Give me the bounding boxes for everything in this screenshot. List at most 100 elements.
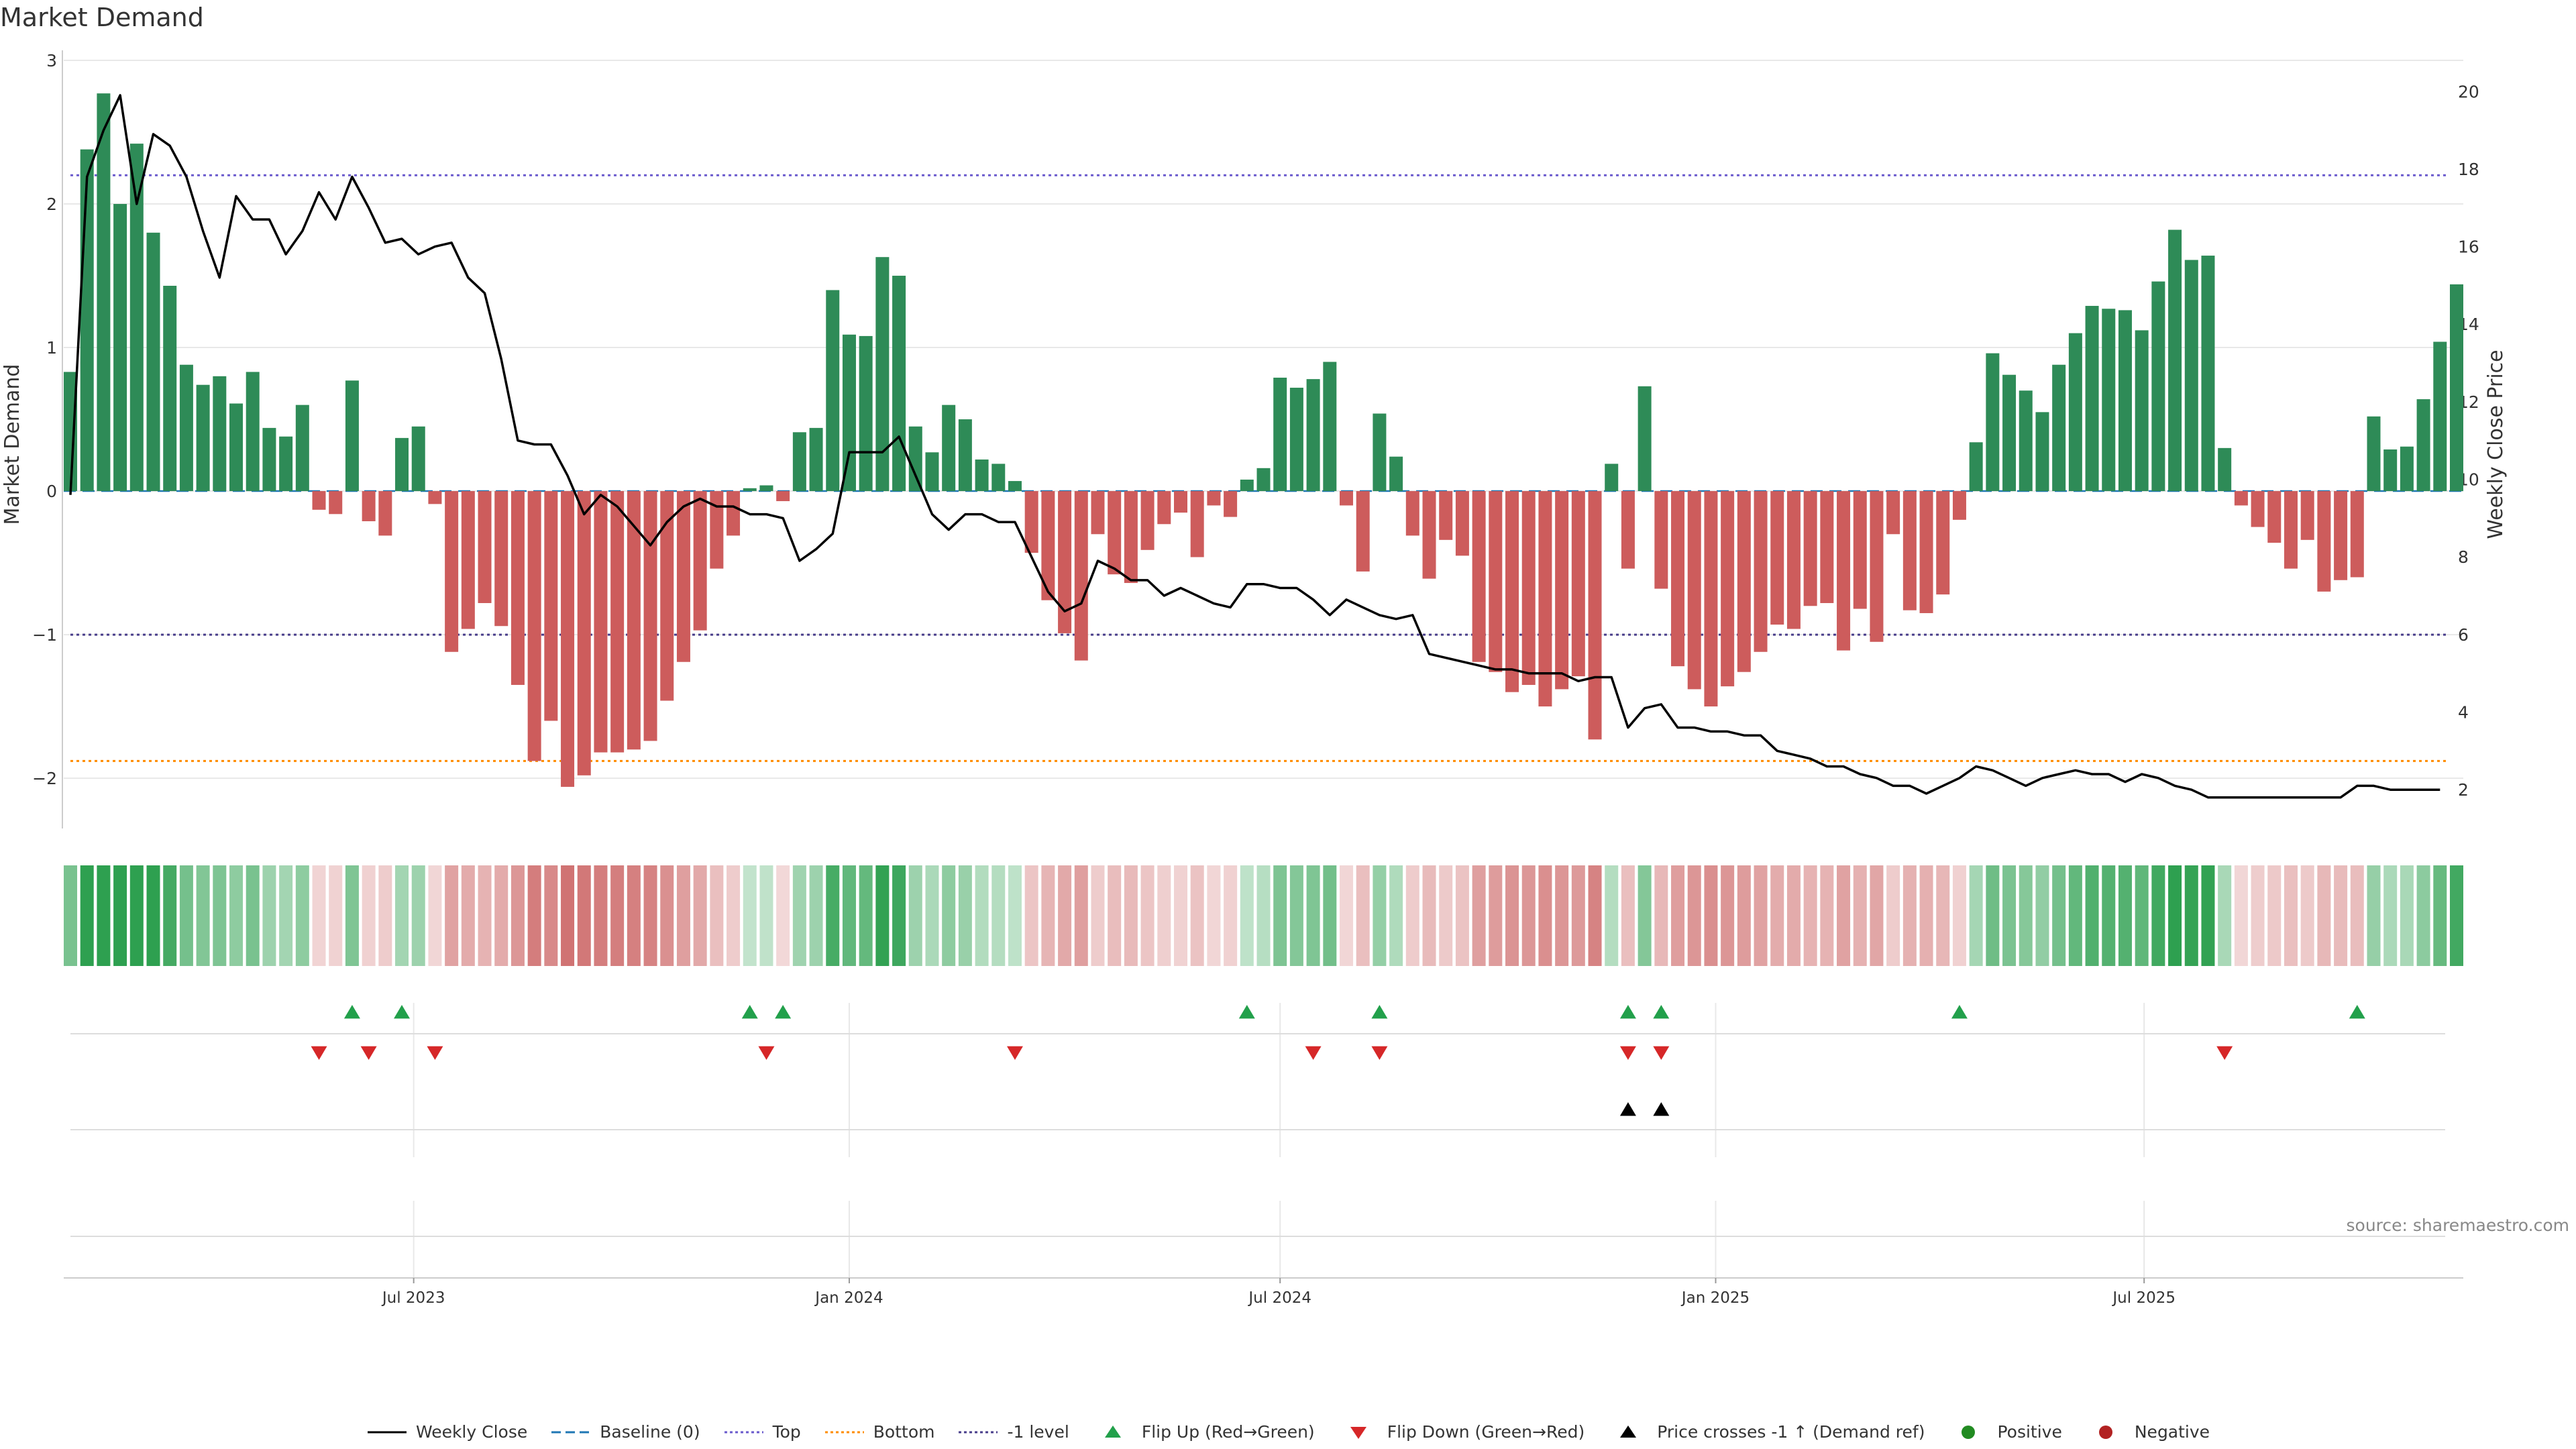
heat-cell xyxy=(1919,865,1933,966)
bar-positive xyxy=(826,290,840,492)
bar-negative xyxy=(1654,491,1668,589)
bar-positive xyxy=(1289,387,1303,492)
heat-cell xyxy=(279,865,293,966)
bar-negative xyxy=(2350,491,2364,578)
heat-cell xyxy=(461,865,475,966)
heat-cell xyxy=(2068,865,2082,966)
heat-cell xyxy=(527,865,541,966)
bar-negative xyxy=(1207,491,1221,506)
bar-negative xyxy=(1505,491,1519,692)
x-tick-label: Jan 2024 xyxy=(814,1289,883,1307)
heat-cell xyxy=(2416,865,2430,966)
heat-cell xyxy=(1870,865,1884,966)
x-axis: Jul 2023 Jan 2024 Jul 2024 Jan 2025 Jul 2025 xyxy=(64,1277,2463,1307)
heat-cell xyxy=(1721,865,1735,966)
bar-positive xyxy=(975,459,989,492)
x-tick-label: Jul 2024 xyxy=(1247,1289,1311,1307)
bar-positive xyxy=(2450,284,2463,492)
heat-cell xyxy=(727,865,741,966)
legend-label: Top xyxy=(772,1422,801,1442)
bar-positive xyxy=(908,426,922,492)
bar-positive xyxy=(958,419,972,492)
heat-cell xyxy=(1754,865,1768,966)
heat-cell xyxy=(2334,865,2348,966)
heat-cell xyxy=(2218,865,2232,966)
heat-cell xyxy=(1008,865,1022,966)
bar-negative xyxy=(544,491,558,721)
heat-cell xyxy=(975,865,989,966)
heat-cell xyxy=(2201,865,2215,966)
heat-cell xyxy=(213,865,227,966)
bar-negative xyxy=(1704,491,1718,707)
legend-label: -1 level xyxy=(1007,1422,1069,1442)
heat-cell xyxy=(329,865,343,966)
bar-positive xyxy=(1306,379,1320,492)
demand-bars xyxy=(64,93,2463,787)
legend-item-positive: Positive xyxy=(1947,1422,2062,1442)
legend-item-bottom: Bottom xyxy=(824,1422,934,1442)
bar-negative xyxy=(1173,491,1187,513)
heat-cell xyxy=(1638,865,1652,966)
y2-tick-label: 6 xyxy=(2458,625,2469,645)
heat-cell xyxy=(229,865,244,966)
heat-cell xyxy=(1306,865,1320,966)
heat-cell xyxy=(1058,865,1072,966)
bar-positive xyxy=(2400,446,2414,492)
heat-cell xyxy=(594,865,608,966)
bar-negative xyxy=(1124,491,1138,584)
flip-down-marker xyxy=(2216,1046,2233,1060)
flip-up-marker xyxy=(775,1005,792,1019)
bar-positive xyxy=(2151,281,2165,492)
heat-cell xyxy=(1273,865,1287,966)
bar-negative xyxy=(1140,491,1155,550)
bar-negative xyxy=(1058,491,1072,633)
heat-cell xyxy=(2367,865,2381,966)
bar-negative xyxy=(1190,491,1204,557)
heat-cell xyxy=(2234,865,2248,966)
heat-cell xyxy=(196,865,210,966)
x-tick-label: Jan 2025 xyxy=(1680,1289,1750,1307)
heat-cell xyxy=(2184,865,2198,966)
y2-axis-title: Weekly Close Price xyxy=(2484,350,2508,539)
heat-cell xyxy=(2267,865,2282,966)
heat-cell xyxy=(710,865,724,966)
legend-symbol-weekly_close xyxy=(367,1431,407,1433)
heat-cell xyxy=(2019,865,2033,966)
y2-tick-label: 4 xyxy=(2458,703,2469,722)
bar-negative xyxy=(1621,491,1635,569)
heat-cell xyxy=(1422,865,1436,966)
heat-cell xyxy=(693,865,707,966)
flip-down-marker xyxy=(1305,1046,1322,1060)
bar-positive xyxy=(792,432,806,492)
bar-negative xyxy=(1157,491,1171,525)
heat-cell xyxy=(1024,865,1038,966)
heat-cell xyxy=(262,865,276,966)
x-tick-label: Jul 2023 xyxy=(381,1289,445,1307)
heat-cell xyxy=(561,865,575,966)
bar-positive xyxy=(262,427,276,492)
bar-negative xyxy=(1091,491,1105,535)
heat-cell xyxy=(146,865,160,966)
flip-up-marker xyxy=(741,1005,758,1019)
heat-cell xyxy=(2035,865,2049,966)
y2-tick-label: 2 xyxy=(2458,780,2469,800)
bar-positive xyxy=(759,485,773,492)
heat-cell xyxy=(875,865,890,966)
bar-positive xyxy=(97,93,111,492)
bar-positive xyxy=(2416,399,2430,492)
heat-cell xyxy=(1157,865,1171,966)
heat-cell xyxy=(2052,865,2066,966)
heat-cell xyxy=(859,865,873,966)
heat-cell xyxy=(2433,865,2447,966)
heat-cell xyxy=(792,865,806,966)
heat-cell xyxy=(97,865,111,966)
bar-negative xyxy=(1952,491,1966,520)
bar-positive xyxy=(179,364,193,492)
bar-negative xyxy=(1024,491,1038,553)
heat-cell xyxy=(544,865,558,966)
heat-cell xyxy=(1803,865,1817,966)
bar-positive xyxy=(2135,330,2149,492)
bar-negative xyxy=(1770,491,1784,625)
